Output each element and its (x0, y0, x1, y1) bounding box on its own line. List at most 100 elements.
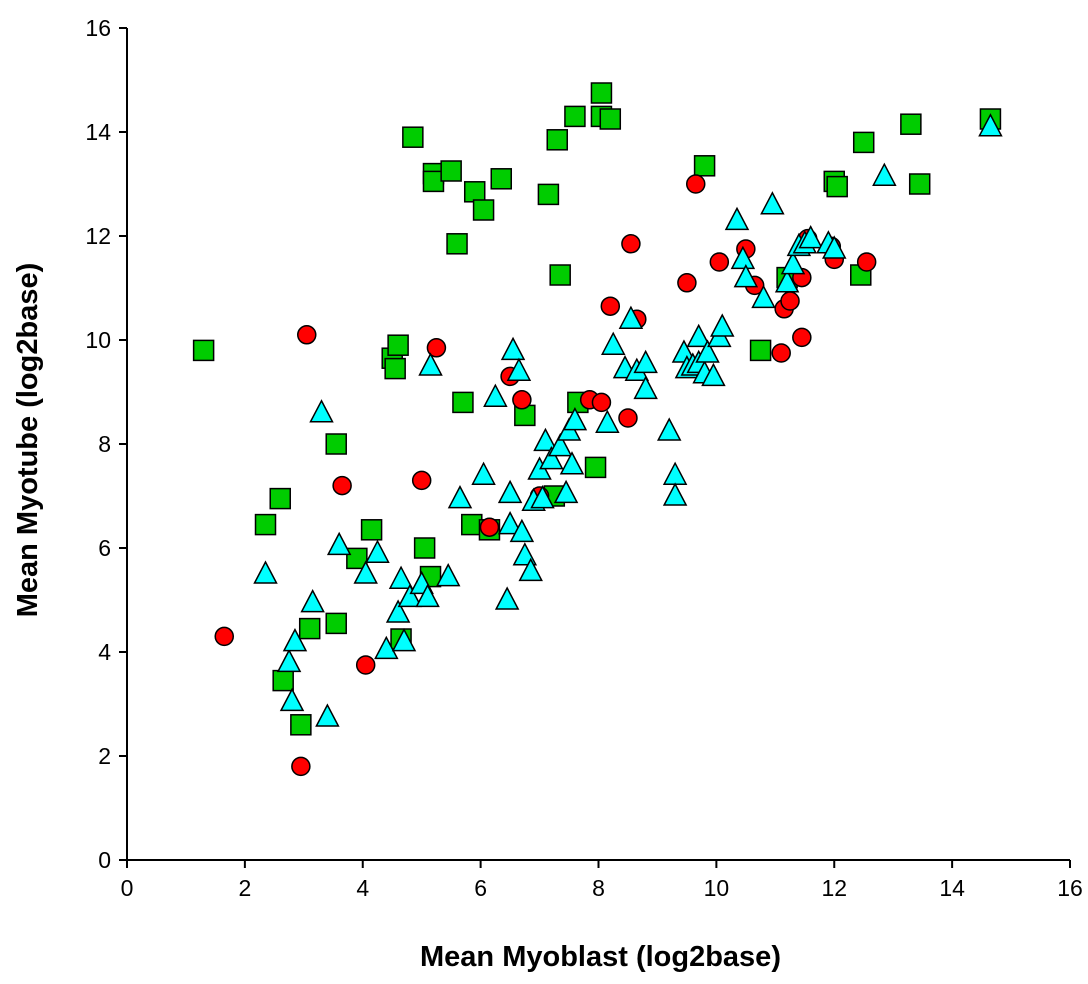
data-point-triangle (760, 191, 785, 215)
data-point-square (452, 391, 474, 414)
data-point-square (440, 160, 462, 182)
data-point-triangle (315, 703, 340, 727)
data-point-triangle (326, 531, 352, 556)
x-axis-ticks: 0 2 4 6 8 10 12 14 16 (121, 860, 1083, 901)
x-tick-label: 0 (121, 875, 134, 901)
data-point-triangle (530, 484, 555, 509)
data-point-circle (291, 756, 311, 777)
data-point-square (272, 669, 294, 692)
data-point-triangle (547, 432, 573, 457)
data-point-circle (600, 296, 621, 316)
data-point-square (325, 433, 347, 455)
data-point-square (537, 183, 560, 206)
data-point-triangle (253, 560, 278, 584)
x-tick-label: 12 (821, 875, 847, 901)
data-point-triangle (978, 113, 1003, 137)
data-point-square (908, 173, 931, 195)
data-point-triangle (662, 482, 688, 506)
data-point-square (269, 487, 291, 510)
data-point-circle (214, 626, 234, 647)
data-point-triangle (600, 331, 626, 355)
y-tick-label: 4 (98, 639, 111, 665)
data-point-circle (332, 475, 352, 496)
data-point-circle (479, 517, 500, 537)
data-point-triangle (279, 687, 305, 712)
data-point-triangle (559, 451, 585, 475)
data-point-circle (771, 343, 791, 363)
data-point-triangle (695, 339, 720, 363)
data-point-triangle (497, 479, 523, 504)
y-axis-ticks: 0 2 4 6 8 10 12 14 16 (85, 15, 127, 873)
data-point-circle (297, 325, 317, 345)
data-point-circle (709, 252, 730, 272)
data-point-triangle (518, 557, 543, 582)
data-point-square (192, 339, 215, 362)
data-point-circle (685, 174, 706, 194)
data-point-triangle (388, 565, 414, 589)
data-point-circle (621, 234, 641, 254)
data-point-triangle (282, 627, 308, 652)
data-point-circle (618, 408, 638, 428)
data-point-circle (411, 470, 432, 491)
data-point-triangle (539, 445, 564, 470)
data-point-triangle (798, 224, 823, 249)
data-point-triangle (365, 539, 390, 563)
data-point-triangle (633, 349, 658, 374)
data-point-triangle (494, 586, 520, 610)
data-point-triangle (656, 417, 682, 441)
data-point-square (402, 126, 424, 148)
data-point-circle (426, 338, 447, 358)
data-point-triangle (385, 599, 411, 623)
data-point-square (546, 129, 568, 151)
data-point-triangle (391, 627, 417, 652)
data-point-triangle (471, 461, 496, 485)
data-point-square (413, 537, 436, 559)
data-point-triangle (533, 427, 558, 452)
y-tick-label: 12 (85, 223, 111, 249)
data-point-triangle (415, 583, 440, 608)
data-point-triangle (662, 461, 688, 485)
data-point-triangle (730, 245, 756, 270)
data-point-square (826, 175, 848, 198)
data-point-triangle (397, 583, 423, 608)
data-point-triangle (724, 206, 750, 231)
data-point-circle (355, 655, 376, 675)
y-tick-label: 14 (85, 119, 111, 145)
series-triangle (253, 113, 1003, 727)
data-point-triangle (500, 336, 526, 361)
y-tick-label: 0 (98, 847, 111, 873)
data-point-square (590, 82, 613, 104)
data-point-triangle (822, 235, 847, 259)
data-point-square (749, 339, 772, 362)
data-point-square (290, 714, 312, 736)
data-point-square (360, 519, 383, 541)
data-point-square (900, 113, 922, 135)
y-tick-label: 8 (98, 431, 111, 457)
data-point-triangle (733, 263, 759, 288)
data-point-circle (591, 392, 612, 413)
data-point-triangle (374, 635, 399, 660)
data-point-square (549, 264, 571, 286)
data-point-triangle (435, 562, 461, 587)
data-point-square (446, 233, 468, 255)
x-tick-label: 8 (592, 875, 605, 901)
data-point-square (584, 456, 607, 479)
data-point-triangle (309, 399, 334, 423)
x-tick-label: 2 (238, 875, 251, 901)
data-point-circle (856, 252, 877, 272)
y-tick-label: 2 (98, 743, 111, 769)
x-tick-label: 16 (1057, 875, 1083, 901)
data-point-circle (677, 273, 697, 293)
x-tick-label: 10 (704, 875, 730, 901)
data-point-triangle (276, 648, 302, 673)
data-point-triangle (701, 362, 726, 387)
data-point-triangle (509, 518, 535, 543)
data-point-square (490, 168, 513, 190)
data-point-triangle (562, 406, 588, 431)
data-point-triangle (497, 510, 523, 535)
data-point-triangle (300, 588, 325, 613)
data-point-triangle (483, 383, 508, 407)
data-point-square (325, 612, 347, 635)
data-point-square (254, 513, 277, 536)
